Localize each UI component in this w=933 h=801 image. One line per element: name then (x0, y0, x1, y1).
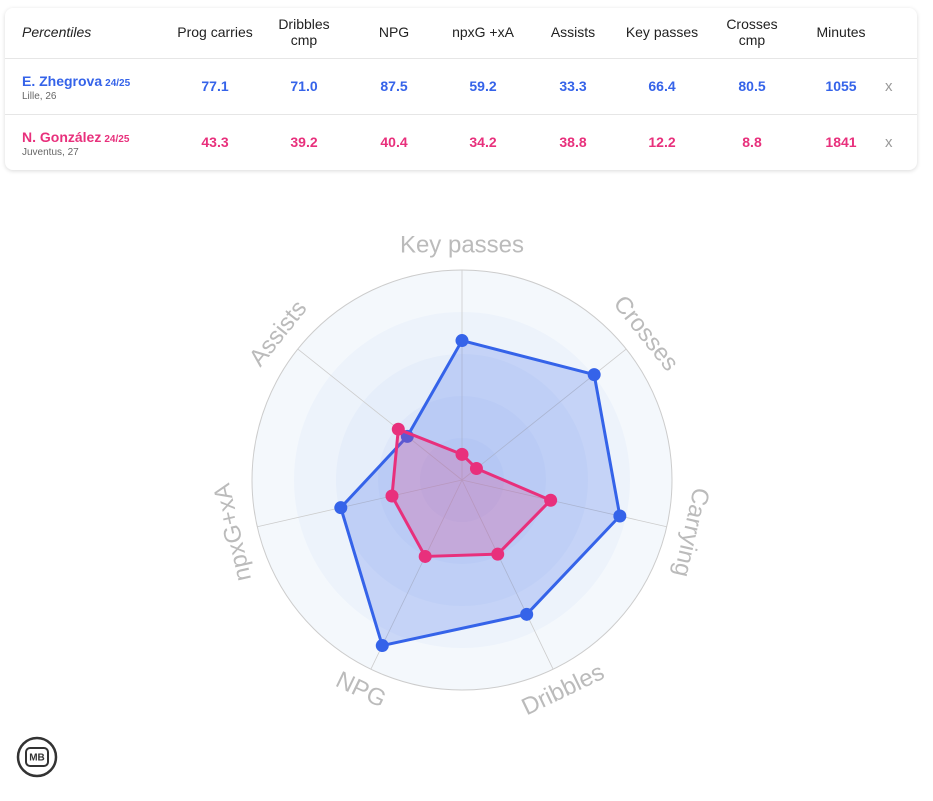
season: 24/25 (105, 78, 131, 89)
radar-spoke (297, 348, 463, 481)
logo-text: MB (29, 753, 45, 764)
percentile-value: 38.8 (559, 134, 587, 150)
player-name: E. Zhegrova 24/25 (22, 73, 131, 89)
logo-ring (16, 736, 58, 778)
player-row: E. Zhegrova 24/25 Lille, 26 77.1 71.0 87.5 59.… (5, 58, 917, 114)
data-point (375, 639, 389, 653)
radar-spoke (461, 479, 667, 528)
data-point (587, 368, 601, 382)
data-point (520, 607, 534, 621)
logo-badge (25, 747, 49, 767)
column-header: Key passes (625, 24, 699, 40)
percentile-value: 80.5 (738, 78, 766, 94)
percentile-value: 40.4 (380, 134, 408, 150)
remove-button[interactable]: x (885, 134, 893, 151)
percentile-value: 71.0 (290, 78, 318, 94)
data-point (385, 489, 399, 503)
axis-label: npxG+xA (209, 481, 257, 584)
percentile-value: 87.5 (380, 78, 408, 94)
percentile-value: 43.3 (201, 134, 229, 150)
data-point (455, 447, 469, 461)
series-area (390, 427, 553, 558)
data-point (544, 493, 558, 507)
player-row: N. González 24/25 Juventus, 27 43.3 39.2 40.4… (5, 114, 917, 170)
player-meta: Lille, 26 (22, 91, 57, 102)
percentile-value: 34.2 (469, 134, 497, 150)
data-point (334, 501, 348, 515)
percentile-value: 33.3 (559, 78, 587, 94)
player-name: N. González 24/25 (22, 129, 130, 145)
percentile-value: 8.8 (742, 134, 762, 150)
remove-button[interactable]: x (885, 78, 893, 95)
comparison-table: Percentiles Prog carries Dribbles cmp NPG np… (5, 8, 917, 170)
column-header: Percentiles (22, 24, 92, 40)
column-header: Crosses cmp (726, 16, 778, 48)
column-header: Assists (550, 24, 596, 40)
percentile-value: 12.2 (648, 134, 676, 150)
percentile-value: 39.2 (290, 134, 318, 150)
axis-label: Carrying (668, 485, 715, 579)
percentile-value: 66.4 (648, 78, 676, 94)
percentile-value: 77.1 (201, 78, 229, 94)
season: 24/25 (104, 134, 130, 145)
data-point (418, 549, 432, 563)
logo: MB (16, 736, 58, 778)
data-point (491, 547, 505, 561)
column-header: NPG (378, 24, 410, 40)
column-header: Dribbles cmp (278, 16, 330, 48)
column-header: npxG +xA (452, 24, 514, 40)
data-point (455, 334, 469, 348)
radar-spoke (461, 479, 554, 670)
column-header: Prog carries (177, 24, 253, 40)
radar-spoke (257, 479, 463, 528)
percentile-value: 1841 (825, 134, 857, 150)
percentile-value: 1055 (825, 78, 857, 94)
data-point (613, 509, 627, 523)
axis-label: Key passes (400, 231, 524, 258)
data-point (469, 461, 483, 475)
radar-spoke (370, 479, 463, 670)
percentile-value: 59.2 (469, 78, 497, 94)
data-point (391, 422, 405, 436)
player-meta: Juventus, 27 (22, 147, 79, 158)
column-header: Minutes (816, 24, 866, 40)
